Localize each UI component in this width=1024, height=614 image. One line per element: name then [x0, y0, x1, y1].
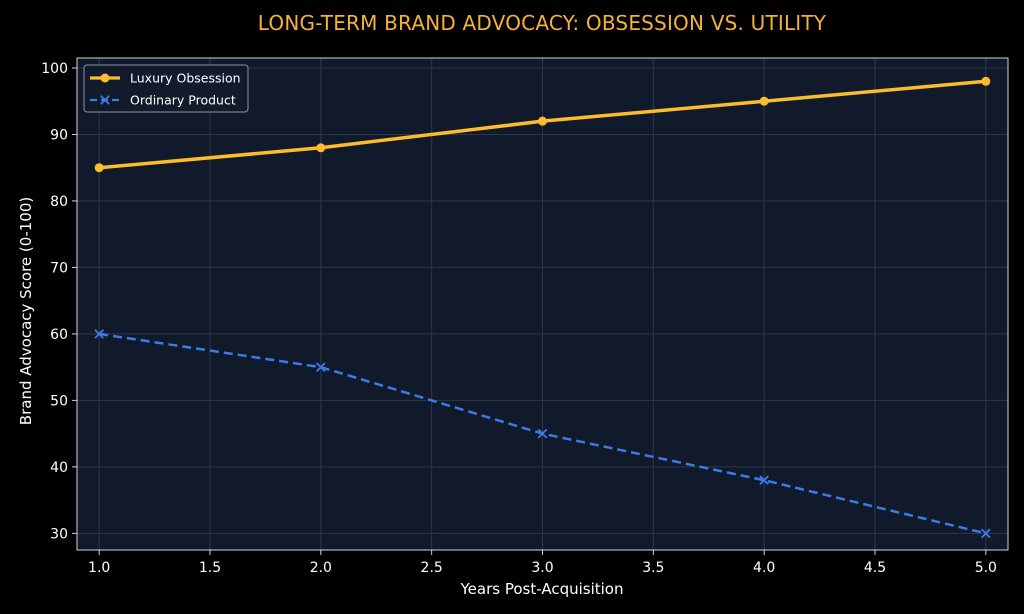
- legend: Luxury Obsession Ordinary Product: [83, 64, 249, 113]
- x-tick-label: 3.5: [642, 560, 664, 576]
- legend-marker: [100, 73, 110, 83]
- y-tick-label: 50: [50, 393, 68, 409]
- legend-label: Ordinary Product: [130, 93, 236, 108]
- y-tick-label: 70: [50, 260, 68, 276]
- x-tick-label: 2.0: [310, 560, 332, 576]
- data-point: [94, 329, 105, 339]
- axes: 1.0 1.5 2.0 2.5 3.0 3.5 4.0 4.5 5.0 30 40 50 60 70 80 9…: [41, 57, 1009, 576]
- x-tick-label: 2.5: [421, 560, 443, 576]
- marker-stroke: [759, 475, 770, 486]
- legend-entry: Ordinary Product: [90, 93, 236, 108]
- legend-label: Luxury Obsession: [130, 71, 241, 86]
- y-tick-label: 60: [50, 327, 68, 343]
- data-point: [94, 163, 104, 173]
- marker-stroke: [980, 528, 991, 539]
- marker-stroke: [537, 428, 548, 439]
- series-luxury-obsession: [94, 76, 991, 173]
- series-ordinary-product: [94, 329, 991, 539]
- x-tick-label: 4.0: [753, 560, 775, 576]
- series-layer: [94, 76, 991, 539]
- data-point: [759, 475, 770, 486]
- data-point: [759, 96, 769, 106]
- y-tick-label: 30: [50, 526, 68, 542]
- data-point: [980, 528, 991, 539]
- data-point: [537, 428, 548, 439]
- data-point: [315, 362, 326, 372]
- x-axis-title: Years Post-Acquisition: [460, 580, 624, 598]
- legend-marker: [100, 95, 110, 105]
- x-tick-label: 3.0: [531, 560, 553, 576]
- y-tick-label: 100: [41, 61, 68, 77]
- data-point: [981, 76, 991, 86]
- y-tick-label: 40: [50, 460, 68, 476]
- marker-stroke: [94, 329, 105, 339]
- y-tick-label: 80: [50, 194, 68, 210]
- x-tick-label: 1.0: [88, 560, 110, 576]
- grid-lines: [77, 58, 1008, 550]
- chart-title: LONG-TERM BRAND ADVOCACY: OBSESSION VS. …: [258, 11, 827, 35]
- y-tick-label: 90: [50, 127, 68, 143]
- plot-frame: [76, 57, 1009, 551]
- marker-stroke: [100, 95, 110, 105]
- x-tick-label: 1.5: [199, 560, 221, 576]
- marker-stroke: [315, 362, 326, 372]
- legend-entry: Luxury Obsession: [90, 71, 241, 86]
- legend-box: [83, 64, 249, 113]
- data-point: [538, 116, 547, 126]
- data-point: [316, 143, 326, 153]
- x-tick-label: 4.5: [864, 560, 886, 576]
- x-tick-label: 5.0: [975, 560, 997, 576]
- y-axis-title: Brand Advocacy Score (0-100): [17, 197, 35, 425]
